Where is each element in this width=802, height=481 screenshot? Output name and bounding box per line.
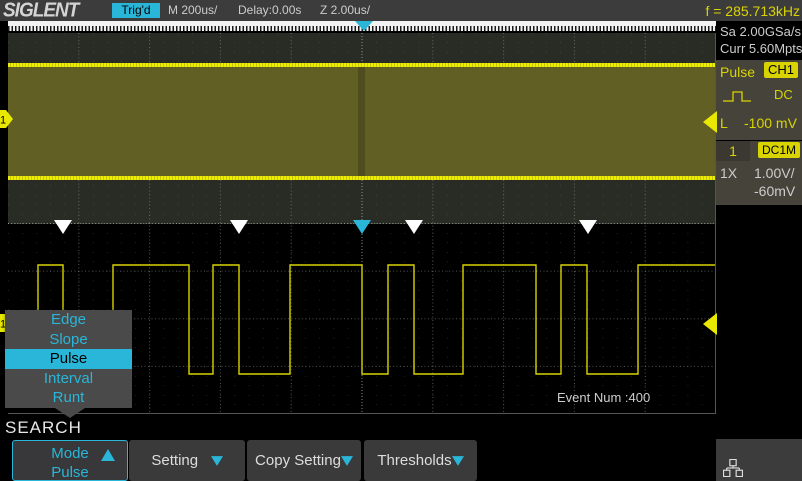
svg-text:1: 1 [0,115,6,127]
